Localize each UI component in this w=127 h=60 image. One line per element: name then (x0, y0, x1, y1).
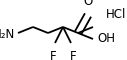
Text: F: F (70, 50, 76, 60)
Text: H₂N: H₂N (0, 27, 15, 40)
Text: OH: OH (97, 32, 115, 45)
Text: F: F (50, 50, 56, 60)
Text: O: O (83, 0, 93, 8)
Text: HCl: HCl (106, 8, 126, 21)
